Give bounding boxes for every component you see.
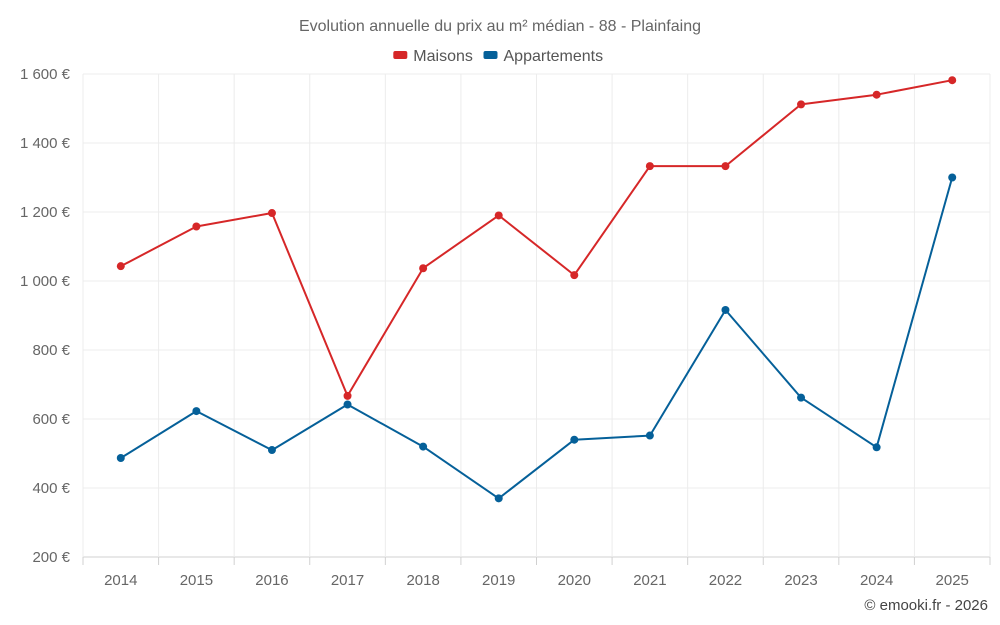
grid — [82, 73, 991, 565]
y-tick-label: 400 € — [32, 480, 70, 497]
data-point[interactable] — [494, 211, 503, 220]
data-point[interactable] — [494, 494, 503, 503]
legend-item-maisons[interactable]: Maisons — [393, 48, 473, 65]
data-point[interactable] — [116, 453, 125, 462]
x-tick-label: 2024 — [860, 572, 893, 589]
x-tick-label: 2014 — [104, 572, 137, 589]
series-line — [120, 177, 954, 500]
data-point[interactable] — [797, 100, 806, 109]
data-point[interactable] — [267, 446, 276, 455]
data-point[interactable] — [267, 209, 276, 218]
y-tick-label: 1 000 € — [20, 273, 71, 290]
legend-swatch — [393, 51, 408, 59]
legend-label: Appartements — [504, 48, 604, 65]
data-point[interactable] — [116, 262, 125, 271]
data-point[interactable] — [419, 442, 428, 451]
x-tick-label: 2018 — [406, 572, 439, 589]
x-tick-label: 2015 — [180, 572, 213, 589]
y-tick-label: 1 200 € — [20, 204, 71, 221]
data-point[interactable] — [721, 162, 730, 171]
data-point[interactable] — [192, 407, 201, 416]
y-axis-ticks: 200 € 400 € 600 € 800 € 1 000 € 1 200 € 1 400 … — [20, 66, 71, 566]
data-point[interactable] — [192, 222, 201, 231]
data-point[interactable] — [570, 435, 579, 444]
x-tick-label: 2025 — [936, 572, 969, 589]
x-tick-label: 2019 — [482, 572, 515, 589]
x-tick-label: 2016 — [255, 572, 288, 589]
data-point[interactable] — [948, 76, 957, 85]
legend-label: Maisons — [413, 48, 473, 65]
data-point[interactable] — [645, 431, 654, 440]
data-point[interactable] — [343, 400, 352, 409]
y-tick-label: 600 € — [32, 411, 70, 428]
series-appartements — [116, 173, 957, 503]
legend-item-appartements[interactable]: Appartements — [483, 48, 604, 65]
x-tick-label: 2021 — [633, 572, 666, 589]
series-group — [116, 76, 957, 503]
x-tick-label: 2017 — [331, 572, 364, 589]
y-tick-label: 1 600 € — [20, 66, 71, 83]
chart-title: Evolution annuelle du prix au m² médian … — [299, 18, 701, 35]
x-tick-label: 2020 — [558, 572, 591, 589]
y-tick-label: 1 400 € — [20, 135, 71, 152]
x-tick-label: 2023 — [784, 572, 817, 589]
series-line — [120, 79, 953, 397]
data-point[interactable] — [343, 391, 352, 400]
legend: Maisons Appartements — [393, 48, 603, 65]
series-maisons — [116, 76, 957, 400]
y-tick-label: 200 € — [32, 549, 70, 566]
data-point[interactable] — [948, 173, 957, 182]
copyright-text: © emooki.fr - 2026 — [864, 597, 988, 614]
data-point[interactable] — [872, 443, 881, 452]
y-tick-label: 800 € — [32, 342, 70, 359]
data-point[interactable] — [645, 162, 654, 171]
x-axis-ticks: 2014 2015 2016 2017 2018 2019 2020 2021 2022 2023… — [104, 572, 969, 589]
data-point[interactable] — [872, 90, 881, 99]
data-point[interactable] — [721, 305, 730, 314]
data-point[interactable] — [570, 271, 579, 280]
data-point[interactable] — [797, 393, 806, 402]
x-tick-label: 2022 — [709, 572, 742, 589]
data-point[interactable] — [419, 264, 428, 273]
legend-swatch — [483, 51, 498, 59]
